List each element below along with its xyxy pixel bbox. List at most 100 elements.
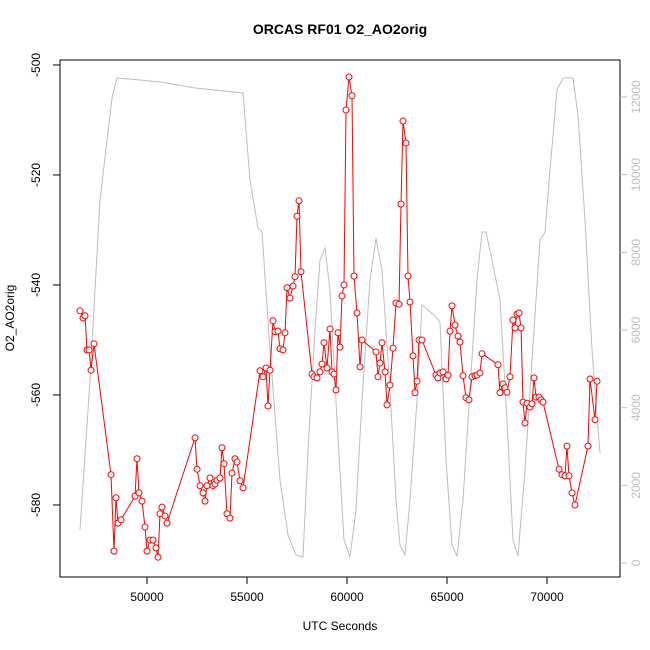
- data-point: [521, 419, 529, 427]
- data-point: [266, 366, 274, 374]
- data-point: [289, 282, 297, 290]
- data-point: [141, 523, 149, 531]
- y-tick-label: -580: [29, 493, 43, 517]
- data-point: [236, 477, 244, 485]
- data-point: [389, 344, 397, 352]
- data-point: [233, 458, 241, 466]
- data-point: [334, 329, 342, 337]
- data-point: [163, 519, 171, 527]
- data-point: [281, 329, 289, 337]
- data-point: [286, 294, 294, 302]
- data-point: [318, 360, 326, 368]
- data-point: [503, 388, 511, 396]
- y-tick-label: -540: [29, 273, 43, 297]
- data-point: [345, 73, 353, 81]
- data-point: [191, 434, 199, 442]
- data-point: [112, 494, 120, 502]
- data-point: [135, 489, 143, 497]
- data-point: [203, 482, 211, 490]
- data-point: [386, 381, 394, 389]
- data-point: [320, 339, 328, 347]
- data-point: [342, 106, 350, 114]
- data-point: [193, 465, 201, 473]
- data-point: [381, 368, 389, 376]
- x-tick-label: 70000: [530, 590, 564, 604]
- y2-tick-label: 8000: [629, 239, 643, 266]
- data-point: [316, 368, 324, 376]
- data-point: [515, 309, 523, 317]
- data-point: [395, 300, 403, 308]
- y-axis-label: O2_AO2orig: [3, 285, 17, 352]
- plot-frame: [59, 59, 621, 578]
- data-point: [264, 402, 272, 410]
- data-point: [107, 471, 115, 479]
- y2-tick-label: 2000: [629, 472, 643, 499]
- data-point: [338, 292, 346, 300]
- data-point: [297, 268, 305, 276]
- data-point: [374, 373, 382, 381]
- data-point: [293, 212, 301, 220]
- data-point: [143, 547, 151, 555]
- data-point: [161, 512, 169, 520]
- data-point: [591, 416, 599, 424]
- x-tick-label: 55000: [230, 590, 264, 604]
- data-point: [409, 352, 417, 360]
- data-point: [496, 389, 504, 397]
- data-point: [376, 359, 384, 367]
- data-point: [539, 398, 547, 406]
- data-point: [372, 348, 380, 356]
- data-point: [565, 472, 573, 480]
- data-point: [439, 368, 447, 376]
- data-point: [216, 474, 224, 482]
- x-tick-label: 60000: [330, 590, 364, 604]
- data-point: [530, 374, 538, 382]
- data-point: [584, 442, 592, 450]
- y2-tick-label: 6000: [629, 316, 643, 343]
- data-point: [506, 373, 514, 381]
- data-point: [399, 117, 407, 125]
- data-point: [448, 302, 456, 310]
- data-point: [350, 272, 358, 280]
- data-point: [85, 346, 93, 354]
- data-point: [459, 372, 467, 380]
- data-point: [152, 544, 160, 552]
- data-point: [274, 327, 282, 335]
- data-point: [411, 389, 419, 397]
- data-point: [404, 272, 412, 280]
- y-tick-label: -500: [29, 53, 43, 77]
- data-point: [332, 386, 340, 394]
- x-tick-label: 50000: [130, 590, 164, 604]
- data-point: [154, 553, 162, 561]
- data-point: [397, 200, 405, 208]
- y2-tick-label: 12000: [629, 80, 643, 114]
- chart-title: ORCAS RF01 O2_AO2orig: [253, 21, 427, 37]
- data-point: [269, 317, 277, 325]
- data-point: [239, 484, 247, 492]
- data-point: [402, 139, 410, 147]
- data-point: [279, 346, 287, 354]
- data-point: [451, 321, 459, 329]
- data-point: [353, 309, 361, 317]
- data-point: [110, 547, 118, 555]
- data-point: [478, 350, 486, 358]
- data-point: [149, 536, 157, 544]
- data-point: [446, 327, 454, 335]
- data-point: [218, 444, 226, 452]
- data-point: [413, 377, 421, 385]
- data-point: [291, 273, 299, 281]
- data-point: [76, 307, 84, 315]
- y-tick-label: -560: [29, 383, 43, 407]
- x-axis-label: UTC Seconds: [303, 619, 378, 633]
- data-point: [87, 366, 95, 374]
- data-point: [494, 361, 502, 369]
- data-point: [313, 374, 321, 382]
- data-point: [81, 312, 89, 320]
- data-point: [456, 338, 464, 346]
- data-point: [228, 469, 236, 477]
- data-point: [511, 324, 519, 332]
- data-point: [323, 364, 331, 372]
- y2-tick-label: 4000: [629, 394, 643, 421]
- data-point: [568, 489, 576, 497]
